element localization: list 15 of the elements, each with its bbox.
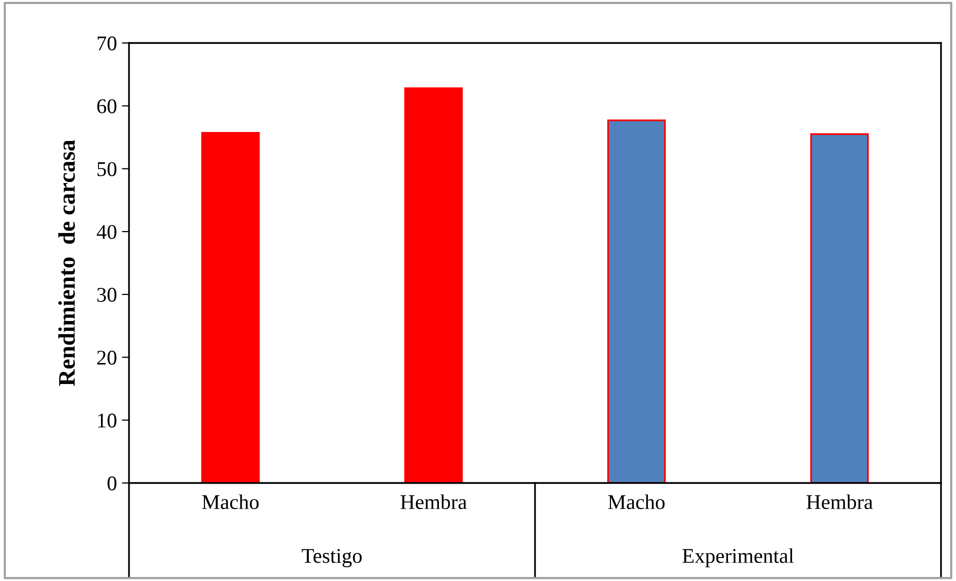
x-tick-label: Hembra [400, 494, 467, 510]
text: Testigo [302, 548, 362, 568]
y-tick-label: 0 [108, 476, 116, 490]
y-tick-label: 70 [98, 36, 116, 50]
x-tick-label: Hembra [806, 494, 873, 510]
y-tick-label: 40 [96, 224, 116, 240]
y-tick-label: 60 [97, 99, 116, 114]
y-tick-label: 50 [98, 162, 116, 176]
x-tick-label: Macho [202, 494, 259, 510]
y-tick-label: 20 [97, 350, 116, 365]
text: Experimental [682, 548, 794, 568]
y-tick-label: 10 [98, 414, 116, 428]
y-axis-title: Rendimiento de carcasa [58, 140, 75, 386]
y-tick-label: 30 [97, 288, 116, 302]
x-tick-label: Macho [608, 494, 665, 510]
